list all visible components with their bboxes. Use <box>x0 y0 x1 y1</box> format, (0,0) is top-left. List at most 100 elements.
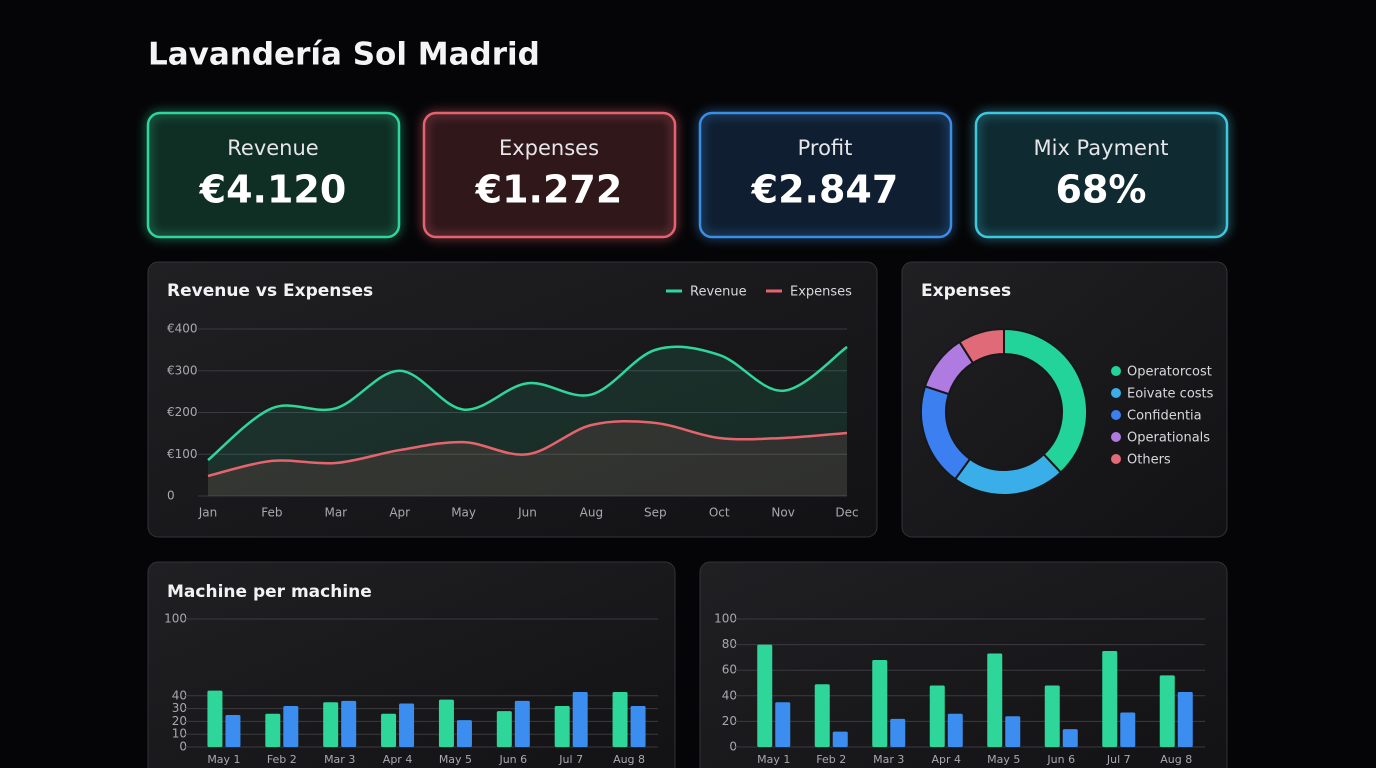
x-tick-label: Oct <box>709 506 730 520</box>
legend-swatch <box>1111 454 1121 464</box>
x-tick-label: Aug 8 <box>613 753 645 766</box>
bar <box>572 691 588 747</box>
x-tick-label: May 5 <box>987 753 1020 766</box>
x-tick-label: Mar <box>324 506 347 520</box>
bar <box>456 720 472 747</box>
kpi-card <box>974 111 1229 239</box>
legend-swatch <box>1111 432 1121 442</box>
x-tick-label: Sep <box>644 506 667 520</box>
x-tick-label: Jul 7 <box>558 753 583 766</box>
donut-segment <box>958 327 1005 365</box>
donut-segment <box>1003 327 1088 474</box>
page-title: Lavandería Sol Madrid <box>148 37 540 73</box>
bar <box>775 702 791 747</box>
y-tick-label: 20 <box>172 714 187 728</box>
bar <box>554 706 570 747</box>
bar <box>890 718 906 747</box>
y-tick-label: 100 <box>164 612 187 626</box>
x-tick-label: May <box>451 506 476 520</box>
x-tick-label: May 1 <box>757 753 790 766</box>
y-tick-label: 10 <box>172 727 187 741</box>
bar <box>832 731 848 747</box>
legend-label: Revenue <box>690 285 747 300</box>
kpi-label: Expenses <box>499 136 599 160</box>
legend-label: Others <box>1127 453 1171 468</box>
chart-title: Revenue vs Expenses <box>167 281 373 301</box>
x-tick-label: Dec <box>835 506 858 520</box>
bar <box>341 700 357 747</box>
x-tick-label: Apr 4 <box>931 753 961 766</box>
bar <box>323 702 339 747</box>
chart-title: Expenses <box>921 281 1011 301</box>
x-tick-label: Feb 2 <box>816 753 846 766</box>
x-tick-label: Aug 8 <box>1160 753 1192 766</box>
x-tick-label: Jun 6 <box>1046 753 1075 766</box>
x-tick-label: Jun <box>517 506 537 520</box>
y-tick-label: 40 <box>172 688 187 702</box>
kpi-card <box>422 111 677 239</box>
bar <box>1120 712 1136 747</box>
bar <box>399 703 415 747</box>
kpi-card <box>698 111 953 239</box>
kpi-card <box>146 111 401 239</box>
x-tick-label: Nov <box>771 506 794 520</box>
bar <box>265 713 281 747</box>
bar <box>1062 729 1078 747</box>
x-tick-label: Aug <box>580 506 603 520</box>
x-tick-label: Apr <box>389 506 410 520</box>
y-tick-label: 0 <box>167 489 175 503</box>
legend-swatch <box>1111 366 1121 376</box>
legend-swatch <box>1111 388 1121 398</box>
legend-label: Operationals <box>1127 431 1210 446</box>
y-tick-label: €100 <box>167 447 198 461</box>
panel <box>699 561 1228 768</box>
legend-label: Operatorcost <box>1127 365 1212 380</box>
legend-swatch <box>1111 410 1121 420</box>
x-tick-label: Apr 4 <box>383 753 413 766</box>
bar <box>496 711 512 747</box>
y-tick-label: €400 <box>167 322 198 336</box>
bar <box>1159 675 1175 747</box>
bar <box>1044 685 1060 747</box>
y-tick-label: 100 <box>714 612 737 626</box>
y-tick-label: €300 <box>167 363 198 377</box>
bar <box>947 713 963 747</box>
y-tick-label: 0 <box>179 740 187 754</box>
x-tick-label: Mar 3 <box>873 753 904 766</box>
bar <box>929 685 945 747</box>
x-tick-label: May 5 <box>439 753 472 766</box>
y-tick-label: 60 <box>722 663 737 677</box>
y-tick-label: 40 <box>722 688 737 702</box>
bar <box>612 691 628 747</box>
bar <box>225 715 241 747</box>
x-tick-label: Jun 6 <box>498 753 527 766</box>
series-line <box>207 345 848 462</box>
legend-label: Expenses <box>790 285 852 300</box>
bar <box>1005 716 1021 747</box>
kpi-value: €1.272 <box>475 168 623 212</box>
legend-label: Confidentia <box>1127 409 1202 424</box>
bar <box>283 706 299 747</box>
x-tick-label: May 1 <box>207 753 240 766</box>
x-tick-label: Feb <box>261 506 282 520</box>
x-tick-label: Mar 3 <box>324 753 355 766</box>
bar <box>514 700 530 747</box>
bar <box>1102 651 1118 747</box>
series-area <box>208 421 847 496</box>
bar <box>207 690 223 747</box>
y-tick-label: 20 <box>722 714 737 728</box>
series-area <box>208 346 847 496</box>
kpi-label: Revenue <box>227 136 318 160</box>
chart-title: Machine per machine <box>167 582 372 602</box>
x-tick-label: Feb 2 <box>267 753 297 766</box>
x-tick-label: Jan <box>198 506 218 520</box>
y-tick-label: 80 <box>722 637 737 651</box>
bar <box>987 653 1003 747</box>
kpi-label: Mix Payment <box>1034 136 1169 160</box>
panel <box>147 261 878 538</box>
series-line <box>207 419 848 478</box>
kpi-label: Profit <box>798 136 853 160</box>
kpi-value: €2.847 <box>751 168 899 212</box>
bar <box>438 699 454 747</box>
